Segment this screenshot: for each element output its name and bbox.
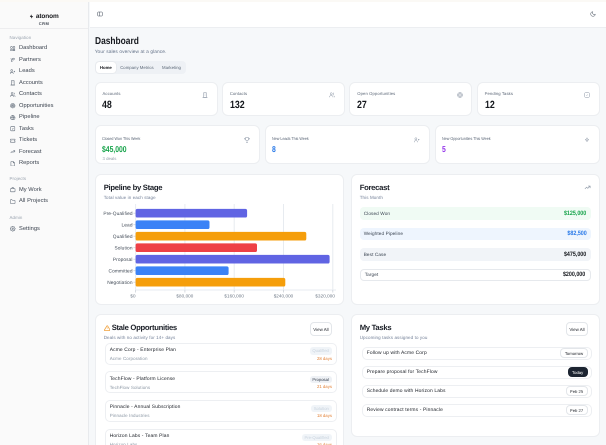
- svg-text:$0: $0: [130, 294, 136, 299]
- svg-text:Lead: Lead: [121, 223, 132, 229]
- svg-text:$160,000: $160,000: [224, 294, 244, 299]
- svg-text:$240,000: $240,000: [273, 294, 293, 299]
- svg-text:Pre-Qualified: Pre-Qualified: [103, 211, 133, 217]
- svg-text:Proposal: Proposal: [113, 257, 133, 263]
- svg-text:Committed: Committed: [108, 269, 132, 275]
- svg-text:Qualified: Qualified: [112, 234, 132, 240]
- svg-text:Solution: Solution: [114, 246, 132, 252]
- svg-text:$320,000: $320,000: [315, 294, 335, 299]
- svg-text:Negotiation: Negotiation: [107, 280, 133, 286]
- svg-text:$80,000: $80,000: [176, 294, 193, 299]
